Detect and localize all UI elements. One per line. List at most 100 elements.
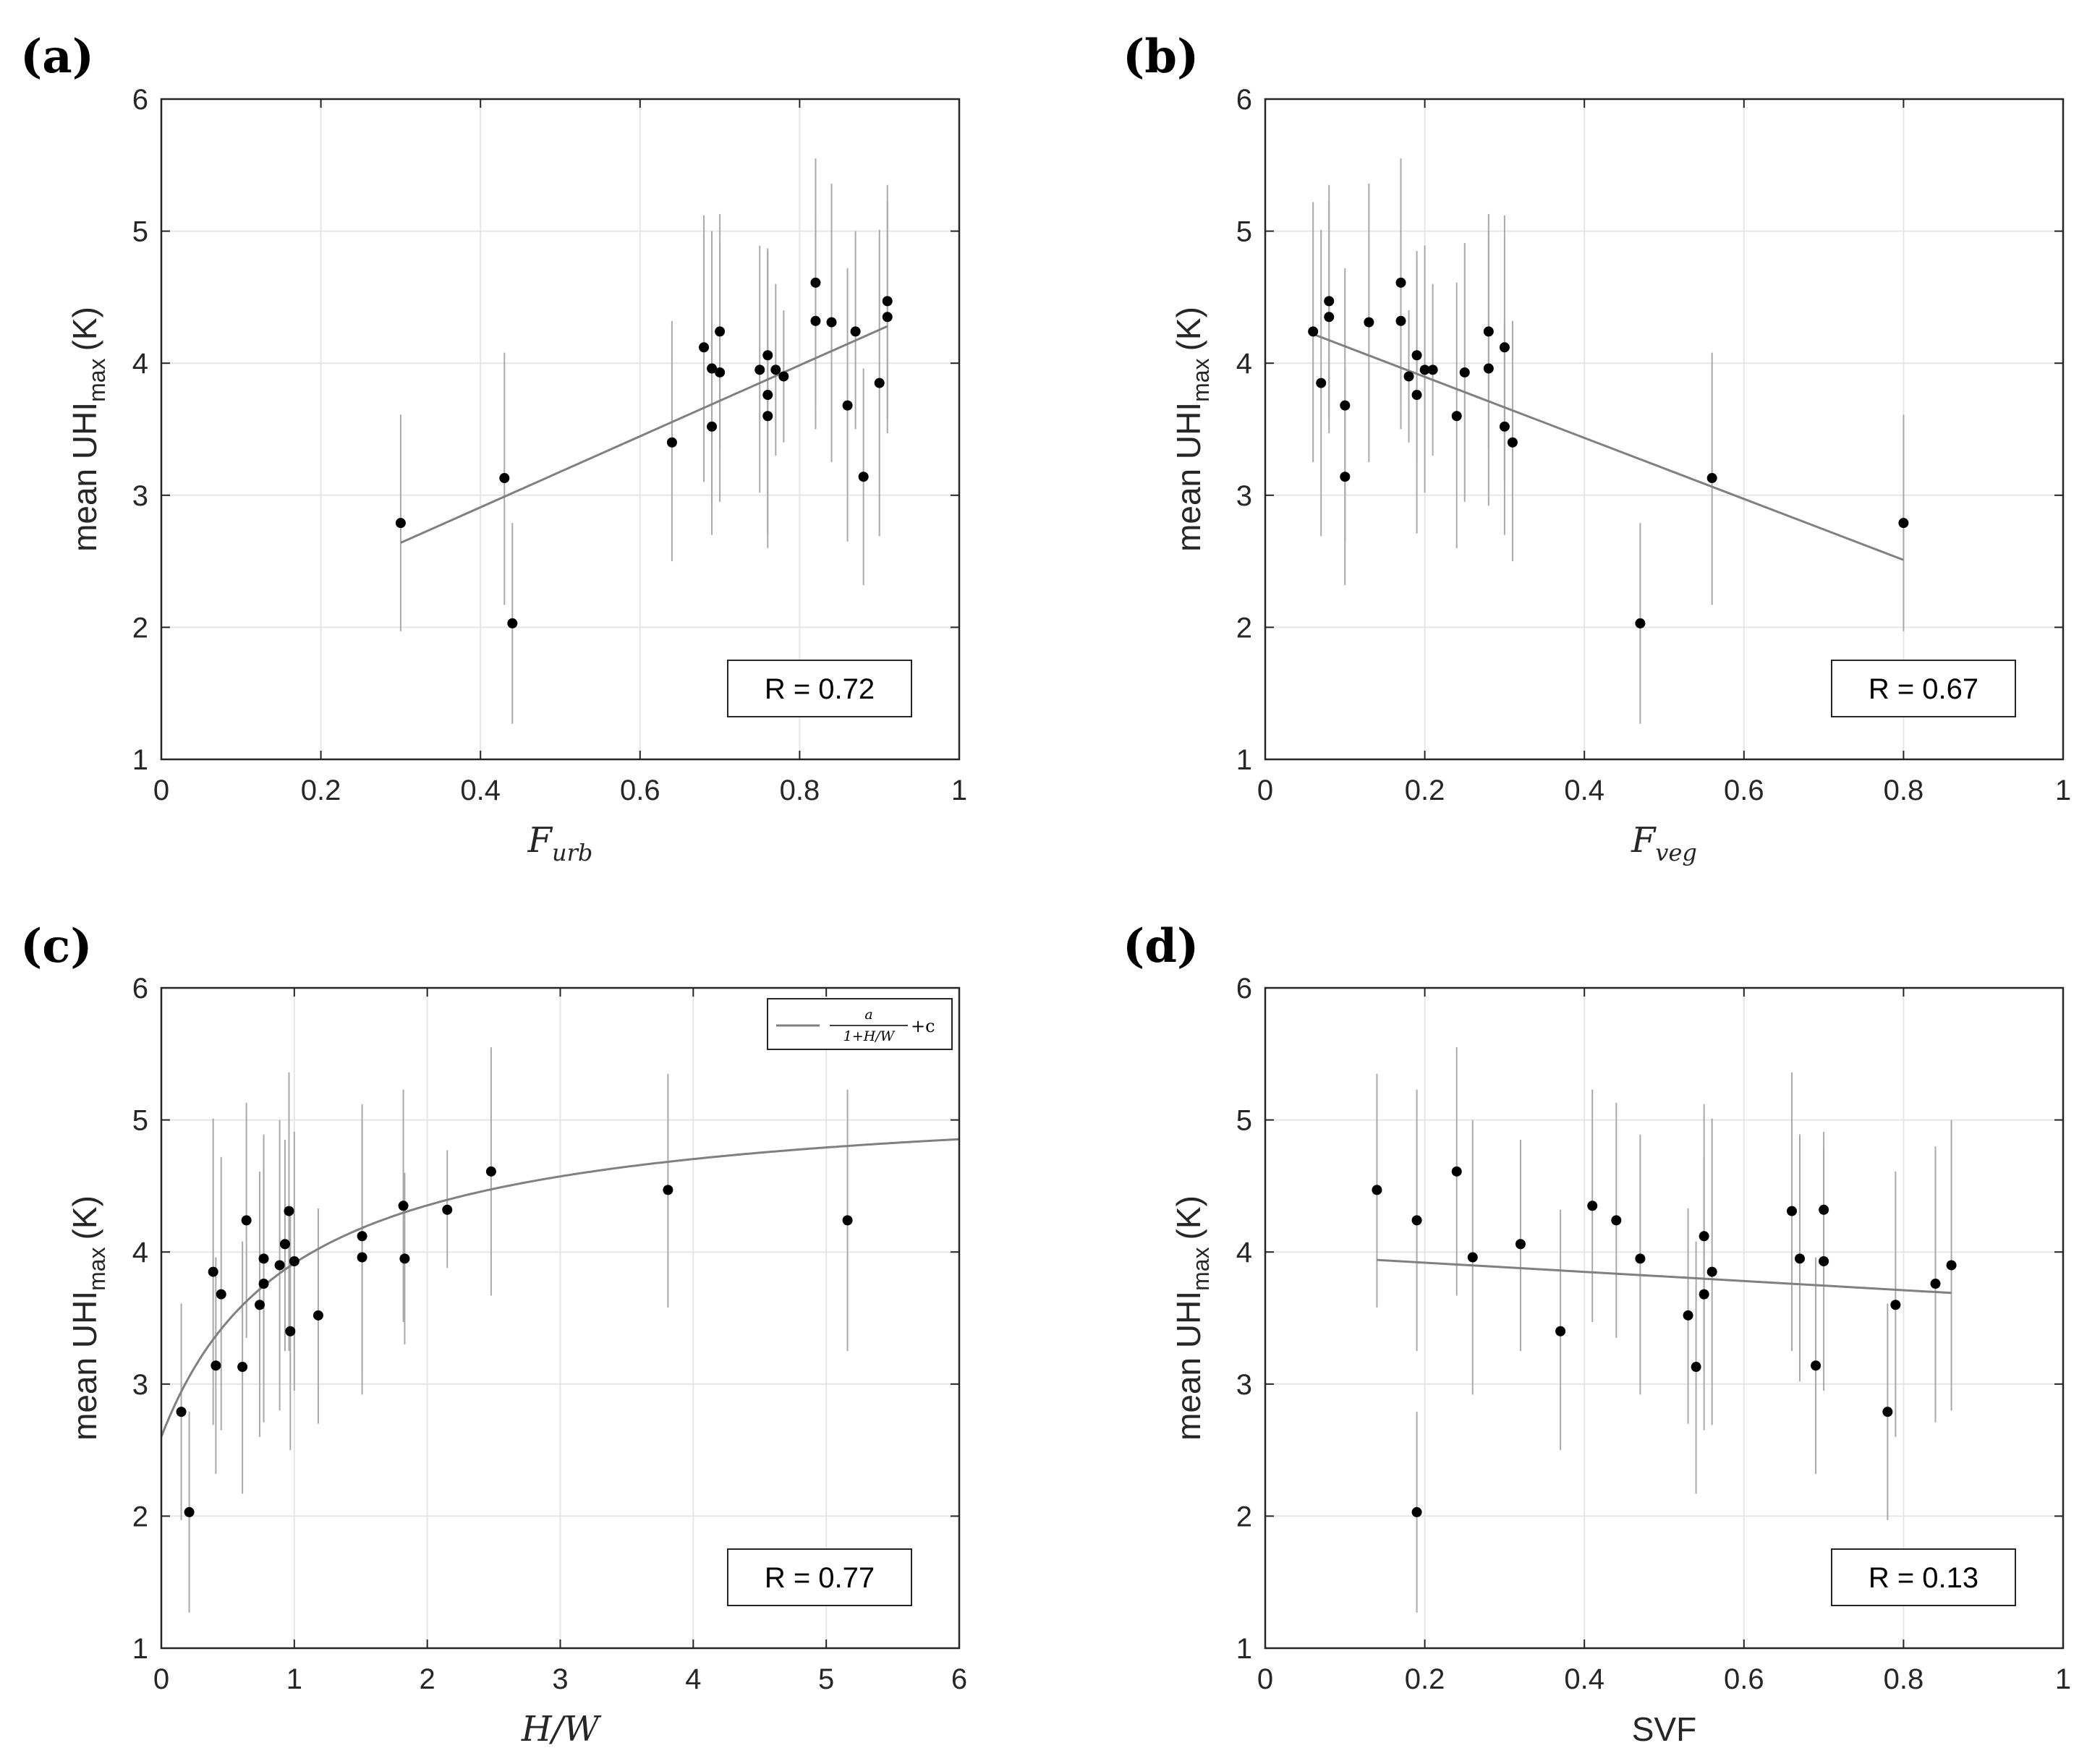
data-point [399,1253,410,1264]
x-tick-label: 0.2 [1405,1663,1445,1695]
panel-a: (a) 0 0.2 0.4 0.6 0.8 1 1 2 3 4 5 6 Furb mean UHImax (K… [20,30,967,866]
correlation-label: R = 0.72 [765,673,875,705]
x-tick-label: 1 [286,1663,302,1695]
y-tick-label: 6 [1236,84,1252,116]
data-point [715,367,726,378]
x-tick-label: 6 [951,1663,967,1695]
data-point [1699,1231,1709,1242]
data-point [499,473,510,484]
plot-area [161,99,959,759]
data-point [1483,363,1494,374]
data-point [216,1289,226,1300]
data-point [1467,1252,1478,1263]
data-point [715,326,726,337]
x-tick-label: 0 [1257,1663,1273,1695]
data-point [258,1279,269,1289]
data-point [850,326,861,337]
data-point [357,1231,367,1242]
y-tick-label: 4 [1236,348,1252,380]
x-tick-label: 0.4 [1564,775,1604,806]
data-point [507,618,518,628]
data-point [1819,1204,1829,1215]
x-tick-label: 1 [2055,775,2071,806]
y-tick-label: 1 [132,1633,148,1665]
data-point [1411,390,1422,401]
data-point [858,472,869,482]
data-point [1819,1255,1829,1266]
data-point [810,315,821,326]
correlation-box [727,660,912,717]
x-tick-label: 0 [153,775,169,806]
data-point [1611,1215,1622,1226]
data-point [1340,400,1351,411]
data-point [1419,364,1430,375]
data-point [1635,1253,1646,1264]
panel-label: (d) [1123,919,1199,973]
legend-box [767,998,953,1050]
data-point [699,342,710,353]
plot-area [1265,99,2063,759]
data-point [1403,371,1414,382]
data-point [313,1310,323,1321]
data-point [395,518,406,529]
data-point [762,411,773,422]
data-point [279,1239,290,1250]
y-tick-label: 5 [1236,216,1252,248]
data-point [1890,1300,1901,1310]
legend-denominator: 1+H/W [843,1028,896,1044]
x-tick-label: 3 [552,1663,568,1695]
data-point [1795,1253,1806,1264]
data-point [666,437,677,448]
y-tick-label: 3 [132,480,148,512]
data-point [1555,1326,1566,1336]
data-point [1706,1266,1717,1277]
correlation-box [727,1548,912,1606]
x-tick-label: 2 [420,1663,435,1695]
y-axis-label-unit: (K) [1170,307,1207,351]
data-point [1340,472,1351,482]
data-point [770,364,781,375]
x-tick-label: 0.6 [1724,1663,1764,1695]
x-axis-label-sub: veg [1655,839,1697,866]
y-tick-label: 6 [1236,973,1252,1005]
data-point [1706,473,1717,484]
panel-label: (a) [20,30,94,84]
y-axis-label-base: mean UHI [66,1291,103,1441]
correlation-label: R = 0.77 [765,1562,875,1594]
data-point [284,1206,294,1216]
y-axis-label-sub: max [1188,1247,1214,1290]
y-axis-label: mean UHImax (K) [1170,307,1214,552]
x-tick-label: 0.8 [780,775,820,806]
x-axis-label: H/W [521,1709,602,1749]
data-point [1324,312,1335,323]
data-point [1411,350,1422,361]
data-point [754,364,765,375]
data-point [1411,1506,1422,1517]
y-axis-label-sub: max [84,1247,110,1290]
y-tick-label: 1 [1236,744,1252,776]
y-tick-label: 4 [132,348,148,380]
correlation-label: R = 0.67 [1869,673,1978,705]
x-tick-label: 0 [153,1663,169,1695]
data-point [1395,277,1406,288]
data-point [762,390,773,401]
x-tick-label: 0.6 [620,775,660,806]
x-axis-label: SVF [1632,1710,1696,1748]
panel-b: (b) 0 0.2 0.4 0.6 0.8 1 1 2 3 4 5 6 Fveg mean UHImax (K… [1123,30,2071,866]
data-point [184,1506,195,1517]
legend-suffix: +c [911,1016,935,1036]
data-point [1411,1215,1422,1226]
legend: a 1+H/W +c [767,998,953,1050]
x-axis-label-base: F [1631,820,1657,861]
y-tick-label: 4 [132,1237,148,1268]
data-point [1427,364,1438,375]
y-axis-label-sub: max [1188,358,1214,401]
x-tick-label: 0.2 [1405,775,1445,806]
data-point [882,312,893,323]
x-tick-label: 0.4 [460,775,501,806]
y-axis-label: mean UHImax (K) [66,1195,110,1441]
x-tick-label: 0.8 [1884,775,1924,806]
data-point [1811,1360,1821,1371]
data-point [1499,342,1510,353]
